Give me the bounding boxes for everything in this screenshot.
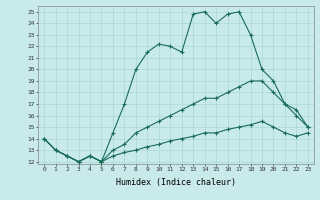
X-axis label: Humidex (Indice chaleur): Humidex (Indice chaleur) [116,178,236,187]
